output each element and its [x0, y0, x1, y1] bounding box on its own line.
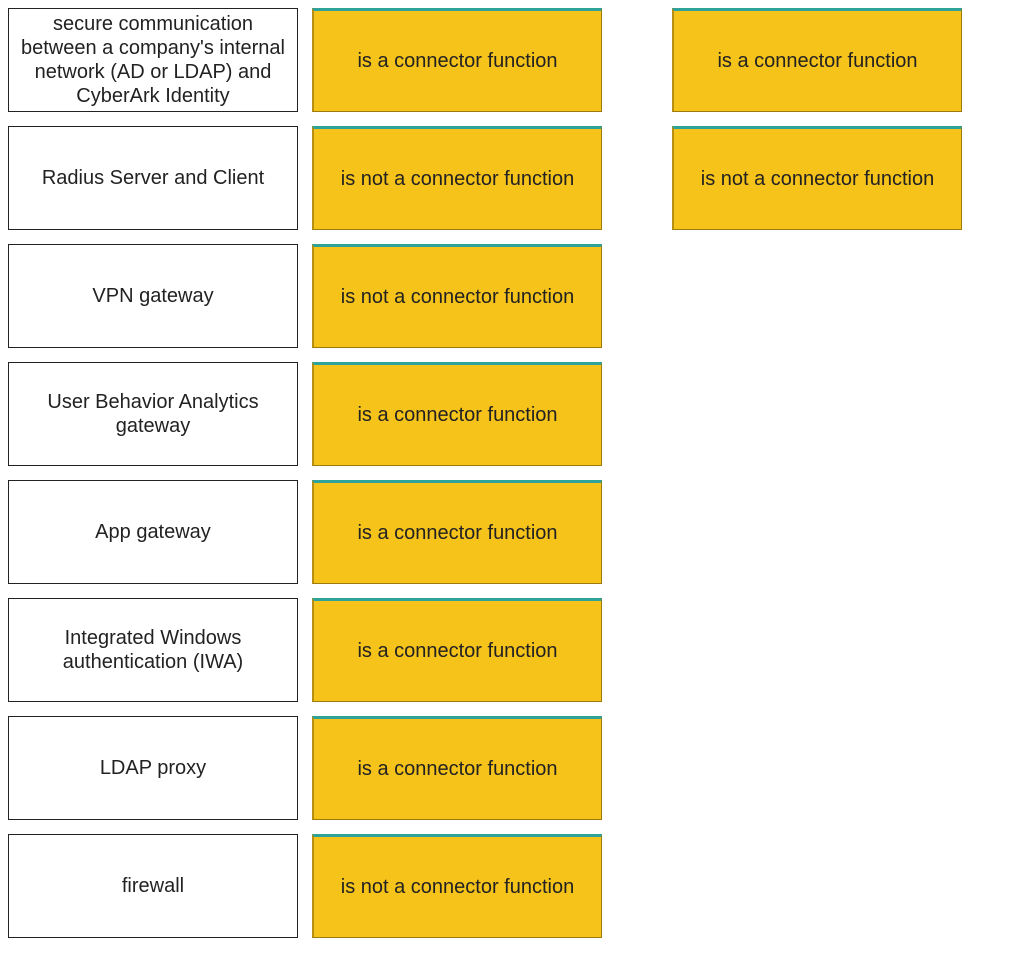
- match-row: secure communication between a company's…: [8, 8, 602, 112]
- prompt-box: VPN gateway: [8, 244, 298, 348]
- prompt-box: LDAP proxy: [8, 716, 298, 820]
- prompt-box: Integrated Windows authentication (IWA): [8, 598, 298, 702]
- prompt-box: Radius Server and Client: [8, 126, 298, 230]
- answer-drop-slot[interactable]: is not a connector function: [312, 126, 602, 230]
- answer-drop-slot[interactable]: is not a connector function: [312, 834, 602, 938]
- prompt-box: firewall: [8, 834, 298, 938]
- answer-drop-slot[interactable]: is a connector function: [312, 362, 602, 466]
- match-row: Integrated Windows authentication (IWA) …: [8, 598, 602, 702]
- answer-drop-slot[interactable]: is a connector function: [312, 8, 602, 112]
- answer-drop-slot[interactable]: is not a connector function: [312, 244, 602, 348]
- match-row: firewall is not a connector function: [8, 834, 602, 938]
- draggable-option[interactable]: is a connector function: [672, 8, 962, 112]
- match-row: VPN gateway is not a connector function: [8, 244, 602, 348]
- answer-drop-slot[interactable]: is a connector function: [312, 480, 602, 584]
- left-column: secure communication between a company's…: [8, 8, 602, 938]
- draggable-option[interactable]: is not a connector function: [672, 126, 962, 230]
- match-row: LDAP proxy is a connector function: [8, 716, 602, 820]
- answer-drop-slot[interactable]: is a connector function: [312, 716, 602, 820]
- prompt-box: secure communication between a company's…: [8, 8, 298, 112]
- match-row: Radius Server and Client is not a connec…: [8, 126, 602, 230]
- prompt-box: User Behavior Analytics gateway: [8, 362, 298, 466]
- options-pool: is a connector function is not a connect…: [672, 8, 962, 230]
- answer-drop-slot[interactable]: is a connector function: [312, 598, 602, 702]
- matching-grid: secure communication between a company's…: [8, 8, 1024, 938]
- match-row: App gateway is a connector function: [8, 480, 602, 584]
- prompt-box: App gateway: [8, 480, 298, 584]
- match-row: User Behavior Analytics gateway is a con…: [8, 362, 602, 466]
